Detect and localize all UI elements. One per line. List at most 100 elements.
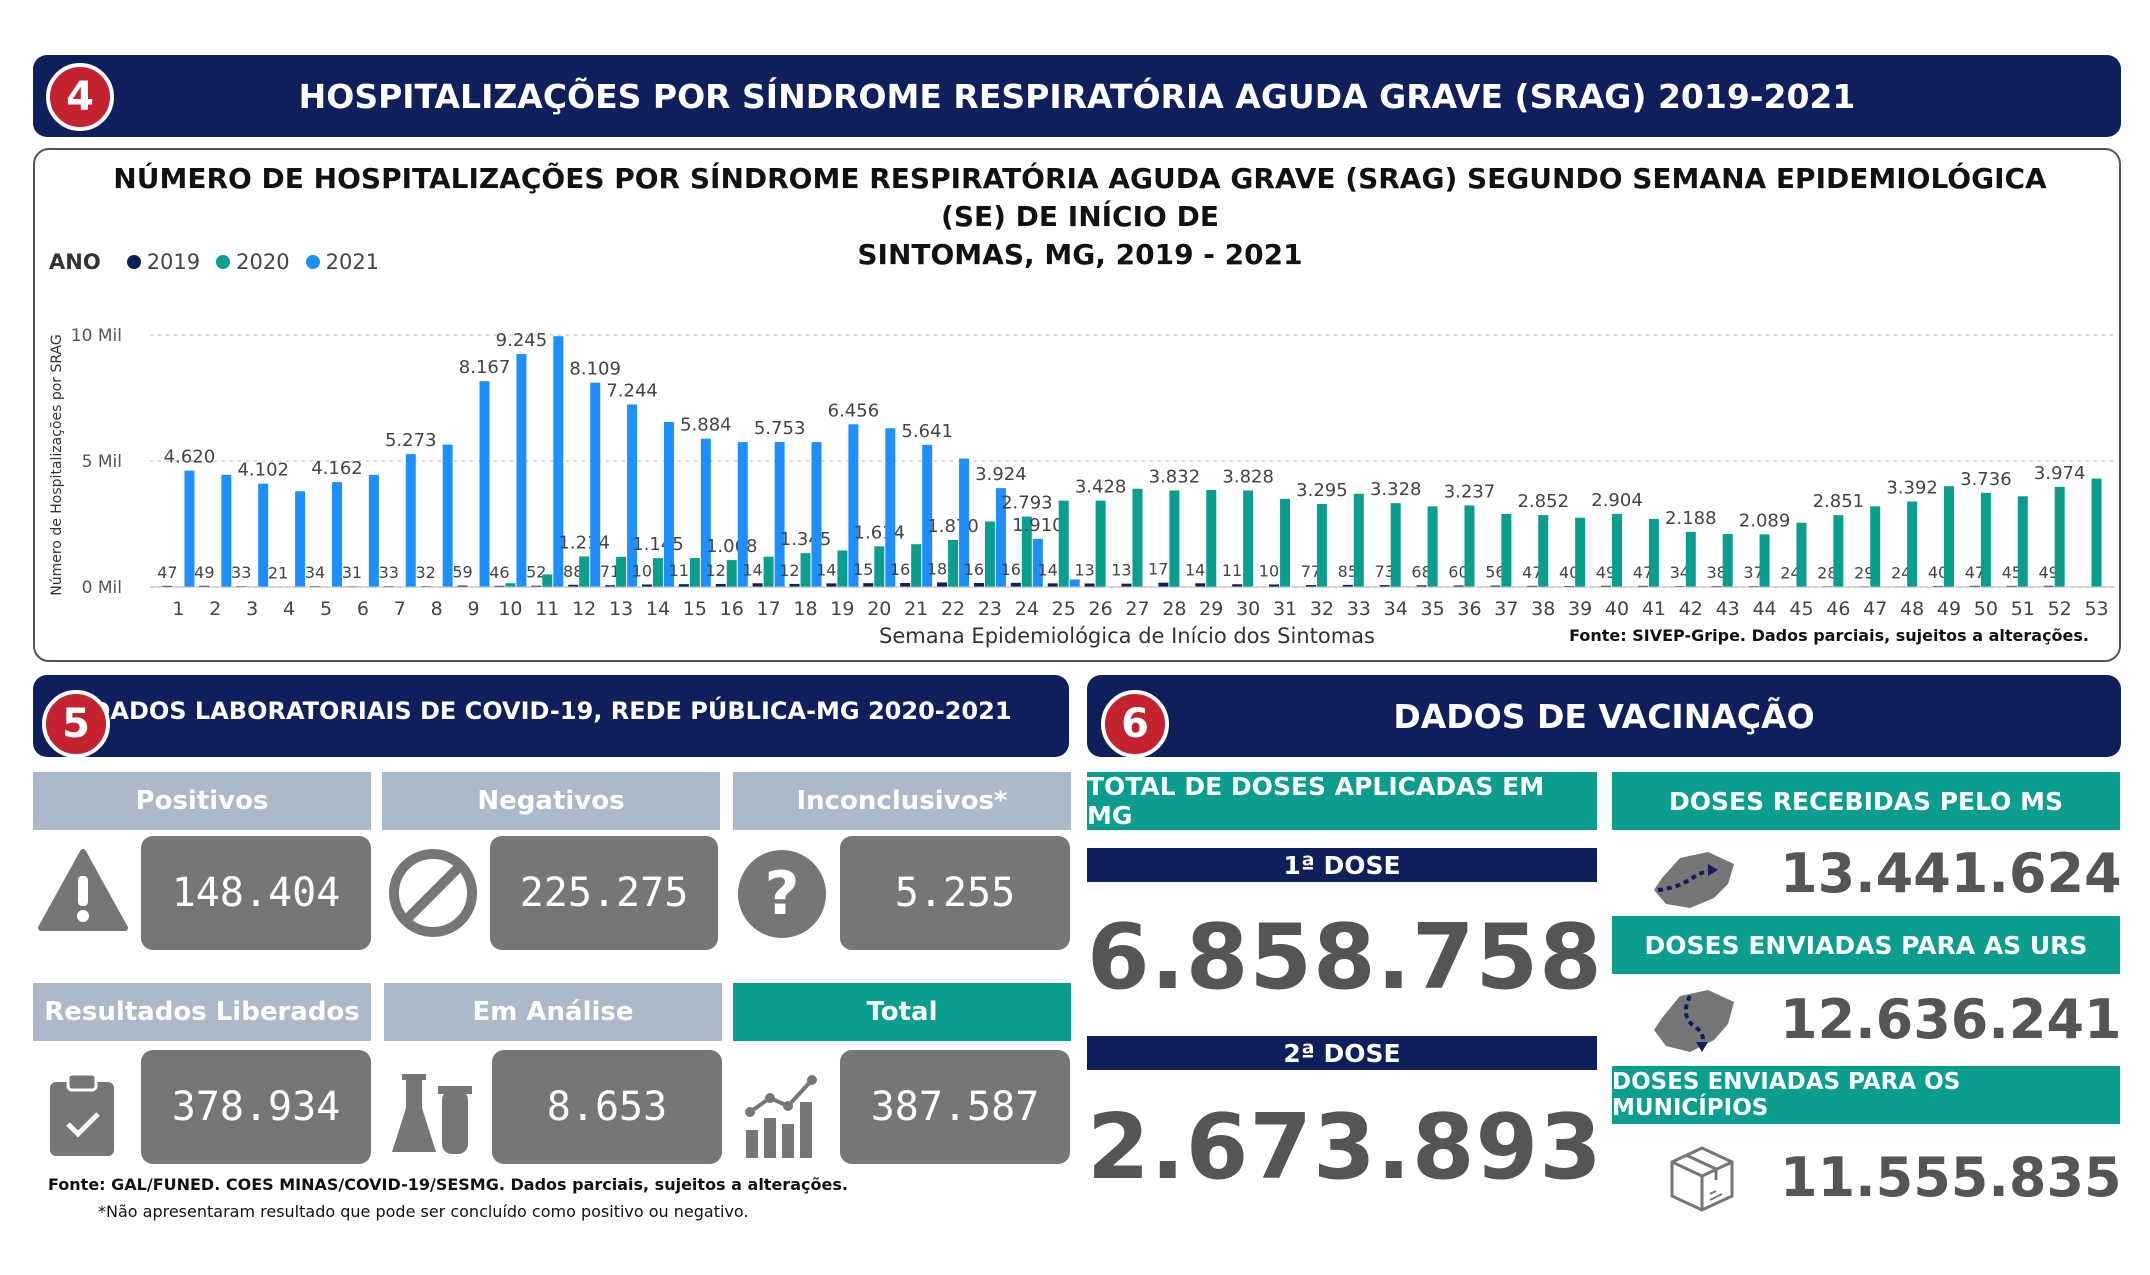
data-label-2019: 47 (1633, 563, 1653, 582)
data-label-2019: 31 (342, 563, 362, 582)
data-label-2020: 3.392 (1886, 478, 1938, 499)
bar-2021 (774, 442, 785, 587)
x-tick-label: 38 (1531, 598, 1555, 620)
bar-2019 (199, 585, 210, 587)
x-tick-label: 12 (572, 598, 596, 620)
data-label-2021: 3.924 (975, 464, 1027, 485)
data-label-2020: 3.237 (1444, 481, 1496, 502)
bar-2021 (258, 483, 269, 587)
x-tick-label: 11 (535, 598, 559, 620)
x-tick-label: 13 (609, 598, 633, 620)
bar-2020 (1021, 516, 1032, 587)
bar-2020 (1833, 515, 1844, 587)
data-label-2021: 5.641 (901, 421, 953, 442)
x-tick-label: 19 (830, 598, 854, 620)
bar-2019 (1527, 585, 1538, 587)
x-tick-label: 9 (467, 598, 479, 620)
bar-2020 (1575, 517, 1586, 587)
x-tick-label: 42 (1679, 598, 1703, 620)
bar-2019 (1416, 585, 1427, 587)
data-label-2019: 73 (1375, 562, 1395, 581)
data-label-2021: 5.753 (754, 418, 806, 439)
bar-2020 (874, 546, 885, 587)
x-tick-label: 21 (904, 598, 928, 620)
x-tick-label: 10 (498, 598, 522, 620)
x-tick-label: 45 (1789, 598, 1813, 620)
bar-2019 (605, 585, 616, 587)
legend-item-2021: 2021 (325, 250, 380, 274)
bar-2021 (331, 482, 342, 587)
legend-item-2019: 2019 (146, 250, 201, 274)
inconclusivos-value: 5.255 (840, 836, 1070, 950)
bar-2021 (700, 438, 711, 587)
data-label-2021: 6.456 (828, 400, 880, 421)
x-tick-label: 23 (978, 598, 1002, 620)
bar-2019 (1490, 585, 1501, 587)
data-label-2019: 52 (526, 563, 546, 582)
x-tick-label: 25 (1052, 598, 1076, 620)
bar-2020 (2054, 486, 2065, 587)
x-tick-label: 34 (1384, 598, 1408, 620)
bar-2019 (826, 583, 837, 587)
y-tick-label: 5 Mil (82, 452, 122, 472)
bar-2020 (911, 544, 922, 587)
data-label-2021: 8.167 (459, 357, 511, 378)
bar-2019 (494, 585, 505, 587)
x-tick-label: 33 (1347, 598, 1371, 620)
data-label-2020: 3.428 (1075, 477, 1127, 498)
x-tick-label: 2 (209, 598, 221, 620)
x-tick-label: 26 (1089, 598, 1113, 620)
section-6-banner: DADOS DE VACINAÇÃO (1087, 675, 2121, 757)
data-label-2019: 49 (2038, 563, 2058, 582)
bar-2020 (579, 556, 590, 587)
bar-2019 (789, 583, 800, 587)
data-label-2019: 46 (489, 563, 509, 582)
data-label-2021: 5.273 (385, 430, 437, 451)
bar-2020 (1316, 503, 1327, 587)
bar-2019 (1158, 582, 1169, 587)
bar-2020 (800, 553, 811, 587)
bar-2020 (1501, 513, 1512, 587)
data-label-2020: 2.793 (1001, 493, 1053, 514)
bar-2020 (689, 558, 700, 587)
data-label-2021: 8.109 (569, 359, 621, 380)
bar-2020 (1759, 534, 1770, 587)
bar-2021 (811, 442, 822, 587)
section-6-badge: 6 (1101, 690, 1169, 758)
received-header: DOSES RECEBIDAS PELO MS (1612, 772, 2120, 830)
data-label-2019: 38 (1707, 563, 1727, 582)
bar-2019 (2043, 585, 2054, 587)
chart-panel: NÚMERO DE HOSPITALIZAÇÕES POR SÍNDROME R… (33, 148, 2121, 662)
data-label-2019: 33 (231, 563, 251, 582)
data-label-2019: 21 (268, 563, 288, 582)
data-label-2019: 40 (1559, 563, 1579, 582)
x-tick-label: 27 (1125, 598, 1149, 620)
bar-2020 (1206, 489, 1217, 587)
data-label-2019: 24 (1780, 563, 1800, 582)
data-label-2019: 59 (452, 563, 472, 582)
x-tick-label: 39 (1568, 598, 1592, 620)
data-label-2019: 49 (1596, 563, 1616, 582)
bar-2019 (678, 584, 689, 587)
x-tick-label: 44 (1752, 598, 1776, 620)
bar-2020 (1390, 503, 1401, 587)
bar-2019 (568, 584, 579, 587)
bar-2019 (1564, 585, 1575, 587)
bar-2019 (1342, 584, 1353, 587)
x-tick-label: 53 (2084, 598, 2108, 620)
bar-2019 (1305, 585, 1316, 587)
dose1-header: 1ª DOSE (1087, 848, 1597, 882)
x-tick-label: 22 (941, 598, 965, 620)
bar-2019 (1047, 583, 1058, 587)
prohibited-icon (389, 849, 477, 937)
chart-title-line2: SINTOMAS, MG, 2019 - 2021 (857, 238, 1303, 271)
lab-note: *Não apresentaram resultado que pode ser… (98, 1202, 749, 1221)
bar-2019 (1453, 585, 1464, 587)
bar-2020 (1907, 501, 1918, 587)
bar-2021 (368, 474, 379, 587)
positivos-header: Positivos (33, 772, 371, 830)
bar-2021 (848, 424, 859, 587)
x-tick-label: 52 (2048, 598, 2072, 620)
data-label-2019: 68 (1411, 562, 1431, 581)
warning-icon (38, 849, 128, 931)
